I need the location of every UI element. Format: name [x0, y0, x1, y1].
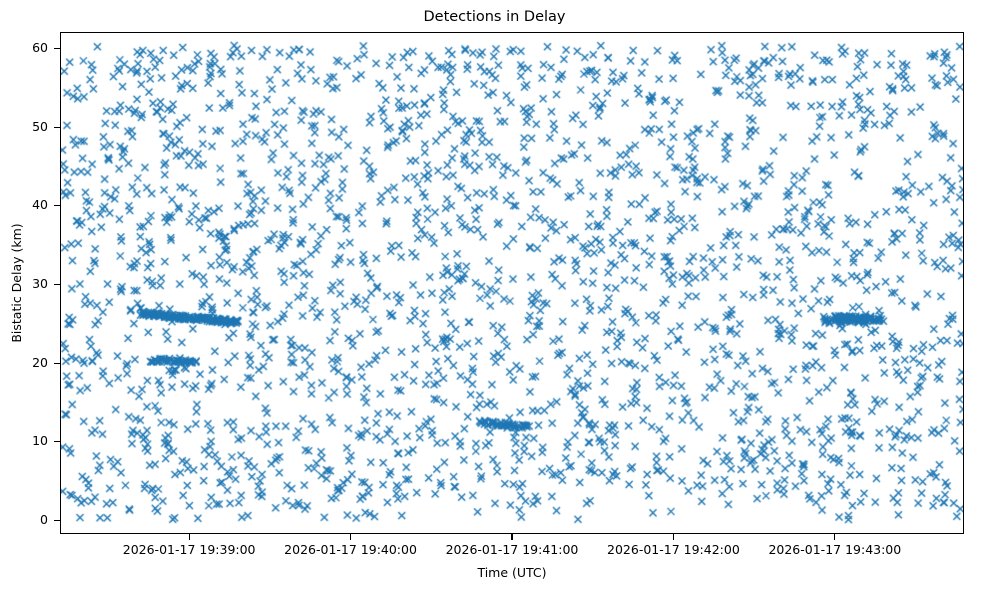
x-tick-mark: [511, 534, 513, 540]
x-tick-label: 2026-01-17 19:42:00: [607, 542, 740, 557]
y-tick-label: 50: [32, 118, 48, 134]
x-tick-label: 2026-01-17 19:43:00: [768, 542, 902, 557]
y-tick-label: 10: [32, 433, 48, 449]
x-tick-label: 2026-01-17 19:39:00: [122, 542, 256, 557]
y-tick-label: 20: [32, 354, 48, 370]
y-tick-mark: [54, 126, 60, 128]
y-tick-mark: [54, 205, 60, 207]
y-tick-label: 60: [32, 40, 48, 56]
x-tick-label: 2026-01-17 19:41:00: [445, 542, 579, 557]
x-tick-mark: [350, 534, 352, 540]
plot-area: [60, 32, 964, 534]
y-tick-mark: [54, 441, 60, 443]
y-tick-label: 30: [32, 276, 48, 292]
x-tick-label: 2026-01-17 19:40:00: [284, 542, 417, 557]
x-tick-mark: [834, 534, 836, 540]
scatter-series: [61, 33, 963, 533]
y-tick-label: 40: [32, 197, 48, 213]
page-title: Detections in Delay: [423, 9, 566, 25]
x-axis-label: Time (UTC): [477, 565, 547, 580]
y-tick-mark: [54, 520, 60, 522]
x-tick-mark: [188, 534, 190, 540]
y-tick-label: 0: [40, 512, 48, 528]
y-tick-mark: [54, 362, 60, 364]
y-tick-mark: [54, 47, 60, 50]
x-tick-mark: [672, 534, 674, 540]
y-tick-mark: [54, 284, 60, 286]
